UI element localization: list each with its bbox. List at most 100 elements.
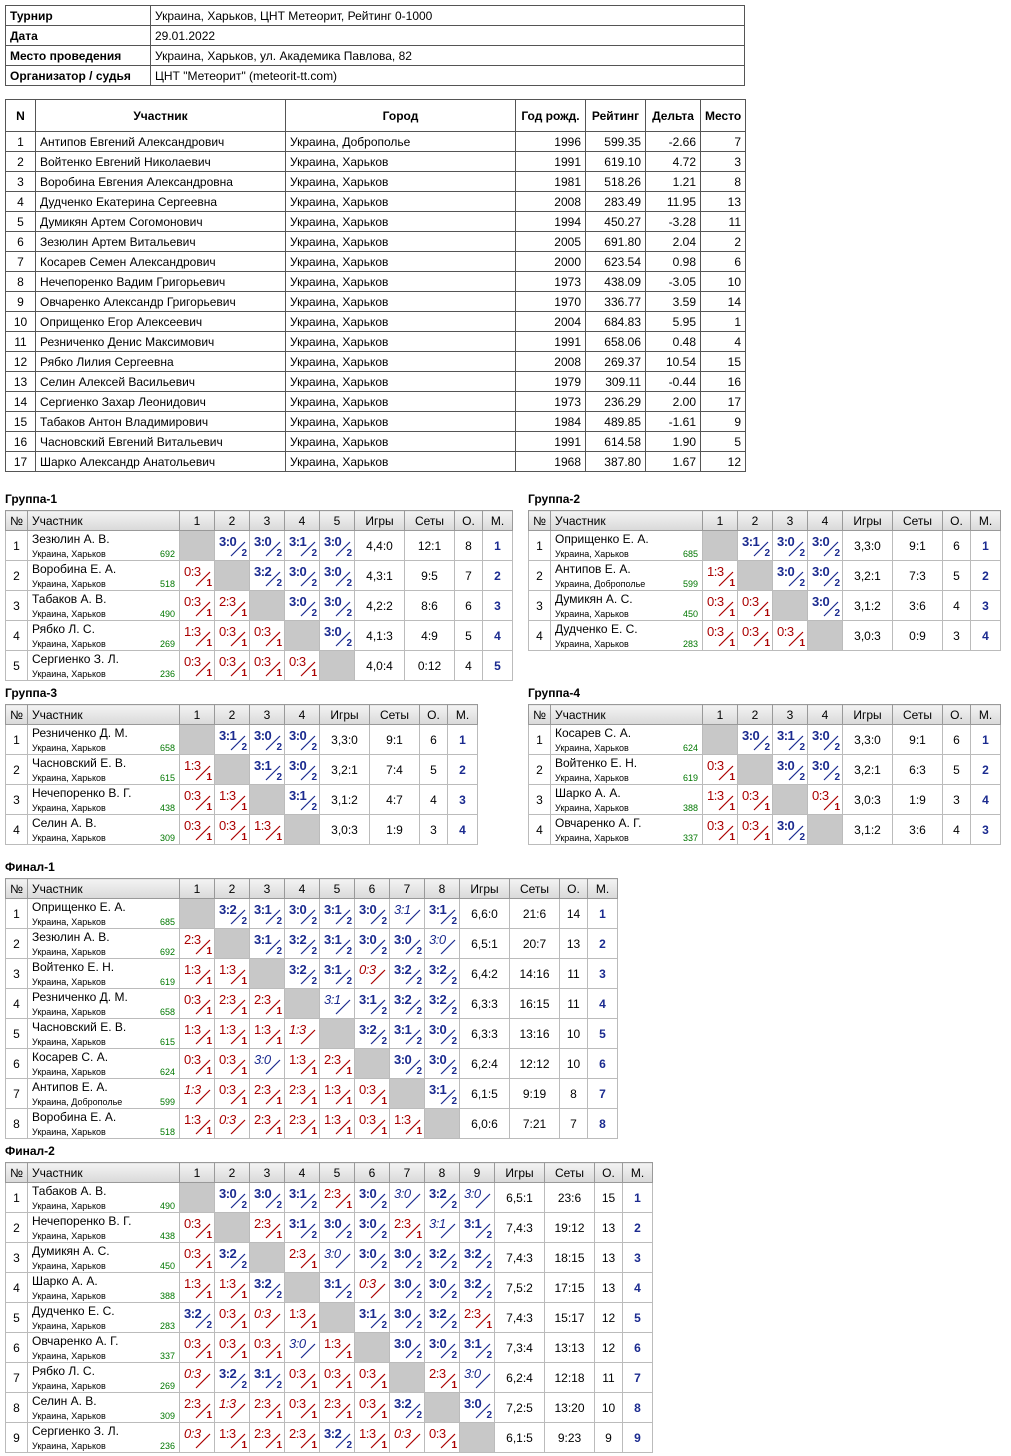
match-points: 1	[206, 1230, 212, 1241]
match-result-cell: 0:3 1	[179, 784, 215, 815]
result-slash-icon	[335, 571, 351, 587]
player-cell: Оприщенко Е. А. Украина, Харьков 685	[550, 530, 703, 561]
match-score: 3:1	[219, 728, 237, 743]
result-slash-icon	[405, 1193, 421, 1209]
group-title: Финал-1	[5, 860, 55, 874]
group-header-num: №	[5, 704, 28, 725]
match-points: 1	[381, 1440, 387, 1451]
player-rating: 490	[159, 1201, 175, 1211]
match-score: 3:0	[812, 758, 830, 773]
player-city: Украина, Харьков	[32, 1067, 106, 1077]
match-score: 0:3	[812, 788, 829, 803]
player-name: Овчаренко А. Г.	[32, 1334, 119, 1348]
result-slash-icon	[195, 1223, 211, 1239]
player-place: 3	[587, 958, 618, 989]
player-games: 6,3:3	[459, 1018, 510, 1049]
match-result-cell: 0:3 1	[214, 1302, 250, 1333]
player-points: 4	[942, 814, 971, 845]
match-result-cell: 2:3 1	[214, 590, 250, 621]
match-points: 2	[276, 946, 282, 957]
match-points: 1	[206, 1126, 212, 1137]
player-number: 8	[5, 1392, 28, 1423]
match-result-cell: 3:1 2	[249, 928, 285, 959]
match-score: 0:3	[289, 1366, 306, 1381]
participant-cell: 12	[5, 351, 36, 372]
group-header-opponent: 3	[249, 878, 285, 899]
result-slash-icon	[300, 1089, 316, 1105]
participant-cell: 4	[5, 191, 36, 212]
match-points: 2	[416, 1290, 422, 1301]
match-result-cell: 3:1 2	[249, 754, 285, 785]
group-player-row: 7 Антипов Е. А. Украина, Доброполье 599 1:3 0…	[5, 1078, 618, 1109]
group-header-opponent: 4	[807, 510, 843, 531]
player-name: Оприщенко Е. А.	[32, 900, 126, 914]
match-score: 0:3	[184, 992, 201, 1007]
result-slash-icon	[195, 999, 211, 1015]
match-score: 3:0	[254, 728, 272, 743]
player-number: 1	[5, 1182, 28, 1213]
match-result-cell: 3:2 2	[249, 560, 285, 591]
participant-cell: 1	[700, 311, 746, 332]
match-points: 2	[451, 1066, 457, 1077]
self-match-cell	[389, 1362, 425, 1393]
result-slash-icon	[440, 1253, 456, 1269]
player-rating: 236	[159, 669, 175, 679]
participant-cell: Украина, Харьков	[285, 371, 516, 392]
player-name: Косарев С. А.	[555, 726, 632, 740]
match-points: 1	[346, 1200, 352, 1211]
match-points: 2	[311, 916, 317, 927]
player-games: 3,1:2	[842, 590, 893, 621]
match-result-cell: 0:3 1	[179, 814, 215, 845]
player-place: 4	[447, 814, 478, 845]
match-points: 1	[241, 1066, 247, 1077]
match-points: 2	[764, 548, 770, 559]
match-points: 1	[729, 608, 735, 619]
result-slash-icon	[405, 1223, 421, 1239]
participant-cell: 1.21	[645, 171, 701, 192]
group-player-row: 7 Рябко Л. С. Украина, Харьков 269 0:3 3:2 2 3:…	[5, 1362, 653, 1393]
participant-cell: Украина, Харьков	[285, 391, 516, 412]
match-result-cell: 1:3	[214, 1392, 250, 1423]
match-points: 1	[346, 1096, 352, 1107]
match-points: 1	[276, 1006, 282, 1017]
player-rating: 337	[159, 1351, 175, 1361]
match-result-cell: 0:3 1	[249, 620, 285, 651]
player-cell: Рябко Л. С. Украина, Харьков 269	[27, 1362, 180, 1393]
group-header-sets: Сеты	[404, 510, 455, 531]
player-sets: 19:12	[544, 1212, 595, 1243]
match-points: 2	[451, 1320, 457, 1331]
participant-cell: 489.85	[585, 411, 646, 432]
self-match-cell	[214, 560, 250, 591]
match-result-cell: 1:3 1	[179, 1108, 215, 1139]
match-result-cell: 1:3 1	[214, 784, 250, 815]
match-points: 1	[206, 1260, 212, 1271]
match-result-cell: 0:3 1	[702, 814, 738, 845]
result-slash-icon	[300, 1343, 316, 1359]
group-header-opponent: 1	[702, 510, 738, 531]
match-result-cell: 0:3 1	[354, 1108, 390, 1139]
player-name: Нечепоренко В. Г.	[32, 786, 132, 800]
participant-cell: 1984	[515, 411, 586, 432]
match-result-cell: 0:3 1	[737, 784, 773, 815]
self-match-cell	[214, 1212, 250, 1243]
player-place: 3	[970, 590, 1001, 621]
group-header-opponent: 7	[389, 1162, 425, 1183]
participants-header-0: N	[5, 99, 36, 132]
match-result-cell: 3:0 2	[354, 1242, 390, 1273]
player-points: 7	[454, 560, 483, 591]
result-slash-icon	[405, 1253, 421, 1269]
group-player-row: 2 Часновский Е. В. Украина, Харьков 615 1:3 1…	[5, 754, 478, 785]
result-slash-icon	[475, 1253, 491, 1269]
result-slash-icon	[230, 541, 246, 557]
match-score: 1:3	[289, 1306, 306, 1321]
match-points: 2	[311, 772, 317, 783]
result-slash-icon	[335, 1089, 351, 1105]
player-rating: 685	[159, 917, 175, 927]
match-score: 1:3	[254, 1022, 271, 1037]
result-slash-icon	[230, 1193, 246, 1209]
result-slash-icon	[230, 1029, 246, 1045]
match-result-cell: 2:3 1	[389, 1212, 425, 1243]
player-cell: Овчаренко А. Г. Украина, Харьков 337	[27, 1332, 180, 1363]
info-value: Украина, Харьков, ЦНТ Метеорит, Рейтинг …	[150, 5, 745, 26]
match-score: 0:3	[184, 1246, 201, 1261]
